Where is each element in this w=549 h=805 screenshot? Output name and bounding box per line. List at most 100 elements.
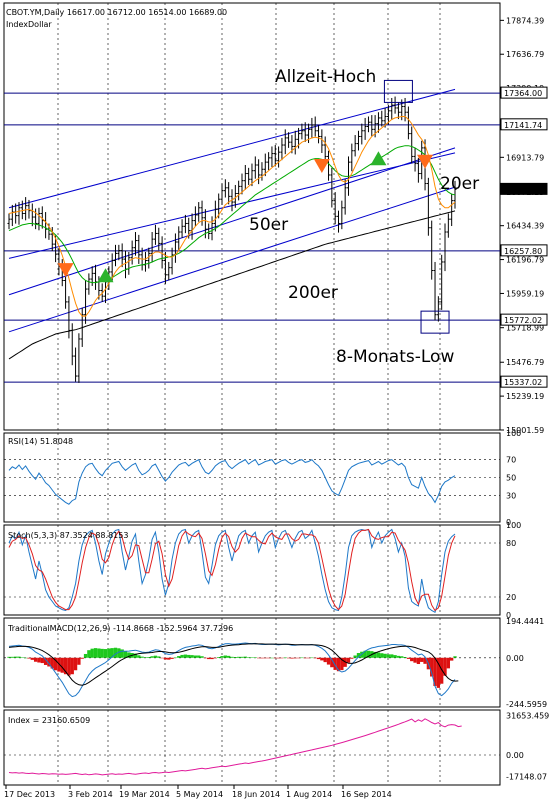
macd-histogram-bar <box>80 657 84 659</box>
macd-histogram-bar <box>350 657 354 659</box>
macd-histogram-bar <box>316 657 321 660</box>
macd-histogram-bar <box>210 657 214 660</box>
macd-histogram-bar <box>413 657 417 663</box>
macd-histogram-bar <box>110 648 114 658</box>
macd-histogram-bar <box>303 657 307 659</box>
macd-histogram-bar <box>87 650 91 658</box>
macd-histogram-bar <box>100 648 104 658</box>
macd-histogram-bar <box>246 657 251 658</box>
macd-histogram-bar <box>286 657 291 659</box>
x-tick-label: 1 Aug 2014 <box>286 790 332 799</box>
macd-histogram-bar <box>57 657 61 672</box>
macd-histogram-bar <box>313 657 317 659</box>
macd-histogram-bar <box>253 657 257 658</box>
macd-histogram-bar <box>250 657 254 658</box>
macd-histogram-bar <box>440 657 444 684</box>
stoch-header: Stoch(5,3,3) 87.3524 88.8153 <box>8 531 128 540</box>
macd-histogram-bar <box>173 657 178 659</box>
macd-histogram-bar <box>60 657 64 673</box>
stoch-tick: 80 <box>506 539 516 548</box>
macd-histogram-bar <box>406 657 411 659</box>
stoch-tick: 0 <box>506 611 511 620</box>
macd-histogram-bar <box>103 649 108 658</box>
level-label-box <box>500 118 548 131</box>
y-tick-label: 16913.79 <box>506 153 544 162</box>
macd-histogram-bar <box>77 657 81 665</box>
y-tick-label: 15718.99 <box>506 324 544 333</box>
macd-histogram-bar <box>380 653 384 658</box>
x-tick-label: 3 Feb 2014 <box>68 790 113 799</box>
annotation-8-monats-low: 8-Monats-Low <box>336 347 454 367</box>
macd-histogram-bar <box>17 656 21 658</box>
macd-histogram-bar <box>233 657 237 658</box>
trend-channel-line <box>8 88 456 209</box>
macd-histogram-bar <box>67 657 71 676</box>
macd-histogram-bar <box>73 657 78 671</box>
panel-frame-main <box>3 2 501 431</box>
level-label-box <box>500 313 548 326</box>
macd-histogram-bar <box>330 657 334 668</box>
macd-tick: 194.4441 <box>506 617 544 626</box>
macd-histogram-bar <box>163 657 168 660</box>
buy-signal-marker <box>370 151 387 166</box>
annotation-allzeit-hoch: Allzeit-Hoch <box>275 67 376 87</box>
macd-histogram-bar <box>400 656 404 658</box>
macd-histogram-bar <box>123 651 128 658</box>
macd-histogram-bar <box>436 657 441 688</box>
macd-histogram-bar <box>410 657 414 662</box>
macd-histogram-bar <box>310 657 314 659</box>
annotation-200er: 200er <box>288 283 338 303</box>
macd-histogram-bar <box>273 657 277 659</box>
macd-histogram-bar <box>430 657 434 677</box>
macd-histogram-bar <box>306 657 311 659</box>
rsi-tick: 50 <box>506 474 516 483</box>
macd-histogram-bar <box>373 651 377 658</box>
x-tick-label: 17 Dec 2013 <box>4 790 55 799</box>
macd-histogram-bar <box>50 657 54 669</box>
x-tick-label: 19 Mar 2014 <box>119 790 170 799</box>
macd-histogram-bar <box>160 657 164 659</box>
macd-histogram-bar <box>27 657 31 659</box>
sell-signal-marker <box>417 154 434 169</box>
macd-histogram-bar <box>403 657 407 658</box>
macd-histogram-bar <box>266 657 271 659</box>
main-header-line1: CBOT.YM,Daily 16617.00 16712.00 16514.00… <box>6 8 227 17</box>
level-label: 17364.00 <box>504 89 542 98</box>
trend-channel-line <box>8 186 456 333</box>
y-tick-label: 16434.39 <box>506 222 544 231</box>
sell-signal-marker <box>57 263 74 278</box>
panel-frame-macd <box>3 617 501 708</box>
macd-histogram-bar <box>167 657 171 660</box>
macd-tick: 0.00 <box>506 654 524 663</box>
macd-histogram-bar <box>326 657 331 665</box>
x-tick-label: 5 May 2014 <box>176 790 223 799</box>
macd-histogram-bar <box>333 657 337 670</box>
macd-histogram-bar <box>356 653 361 658</box>
macd-histogram-bar <box>137 655 141 658</box>
macd-histogram-bar <box>363 650 367 658</box>
macd-histogram-bar <box>147 657 151 658</box>
macd-histogram-bar <box>53 657 58 671</box>
macd-histogram-bar <box>43 657 48 665</box>
macd-histogram-bar <box>30 657 34 660</box>
macd-histogram-bar <box>153 655 158 658</box>
macd-histogram-bar <box>296 657 301 659</box>
macd-histogram-bar <box>260 657 264 659</box>
macd-histogram-bar <box>7 656 11 658</box>
x-tick-label: 16 Sep 2014 <box>341 790 392 799</box>
macd-histogram-bar <box>113 647 118 658</box>
macd-signal-line <box>8 643 459 686</box>
macd-histogram-bar <box>256 657 261 659</box>
macd-histogram-bar <box>423 657 427 664</box>
level-label-box <box>500 375 548 388</box>
macd-histogram-bar <box>33 657 38 662</box>
macd-histogram-bar <box>83 653 88 658</box>
macd-histogram-bar <box>200 656 204 658</box>
panel-frame-stoch <box>3 524 501 616</box>
eight-month-low-box <box>420 310 450 334</box>
macd-histogram-bar <box>323 657 327 663</box>
panel-frame-idx <box>3 709 501 786</box>
macd-histogram-bar <box>170 657 174 659</box>
macd-histogram-bar <box>70 657 74 675</box>
level-label-box <box>500 86 548 99</box>
